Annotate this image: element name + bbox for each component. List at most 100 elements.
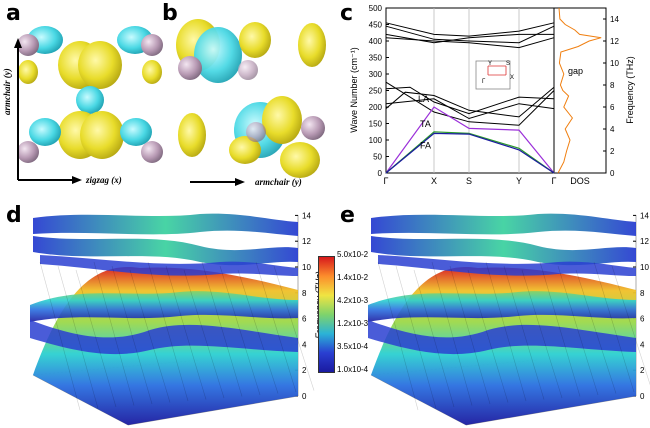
high-band-surface [371,236,636,266]
wireframe-line [557,265,599,396]
z-tick-label: 6 [302,315,307,324]
z-tick-label: 14 [640,211,649,220]
y-tick-label: 50 [373,153,382,162]
y-tick-label: 100 [369,136,383,145]
wireframe-line [449,265,491,405]
x-tick-label: Y [516,176,522,186]
optical-surface [30,320,298,355]
y-tick-label: 400 [369,37,383,46]
optical-branch [385,98,555,120]
wireframe-line [39,261,81,411]
acoustic-branch-ta [385,131,555,174]
optical-surface [368,291,636,322]
optical-branch [385,22,555,37]
high-band-surface [33,236,298,266]
panel-a-y-axis-label: armchair (y) [2,68,12,115]
panel-a-letter: a [6,1,21,26]
optical-branch [385,33,554,44]
optical-surface [30,291,298,322]
panel-a-x-axis-label: zigzag (x) [86,175,122,185]
optical-branch [385,86,555,115]
y-tick-label: 200 [369,103,383,112]
z-tick-label: 0 [302,392,307,401]
panel-b-letter: b [162,1,178,26]
branch-annotation: LA [418,94,429,104]
wireframe-line [395,265,437,409]
y-tick-label: 300 [369,70,383,79]
bz-label: Γ [482,79,486,85]
branch-annotation: TA [420,119,431,129]
optical-surface [368,320,636,355]
y2-tick-label: 0 [610,169,615,178]
y2-tick-label: 2 [610,147,615,156]
z-tick-label: 4 [640,340,645,349]
high-band-surface [371,213,636,236]
acoustic-surface [33,266,298,425]
colorbar-labels: 5.0x10-2 1.4x10-2 4.2x10-3 1.2x10-3 3.5x… [337,250,397,380]
wireframe-line [575,269,617,394]
y-tick-label: 450 [369,21,383,30]
y2-tick-label: 12 [610,37,619,46]
dos-label: DOS [570,176,590,186]
high-band-surface [33,213,298,236]
panel-e-letter: e [340,203,355,228]
wireframe-line [111,265,153,405]
wireframe-line [219,265,261,396]
x-tick-label: X [431,176,437,186]
axis-line [32,374,129,426]
plot-frame [385,7,555,174]
acoustic-surface [371,266,636,425]
wireframe-line [93,261,135,406]
x-tick-label: Γ [552,176,557,186]
optical-branch [385,25,555,44]
colorbar-label: 1.4x10-2 [337,273,369,282]
y-tick-label: 500 [369,4,383,13]
wireframe-line [165,265,207,400]
axis-line [32,359,201,376]
bz-label: Y [488,61,492,67]
wireframe-line [611,265,650,386]
z-tick-label: 8 [302,289,307,298]
x-tick-label: S [466,176,472,186]
bz-label: X [510,75,514,81]
colorbar-label: 1.2x10-3 [337,319,369,328]
branch-annotation: gap [568,66,583,76]
z-tick-label: 8 [640,289,645,298]
panel-b-x-axis-label: armchair (y) [255,177,302,187]
dos-curve [557,7,602,174]
acoustic-branch-la [385,106,555,174]
colorbar-label: 5.0x10-2 [337,250,369,259]
y2-tick-label: 10 [610,59,619,68]
y2-tick-label: 6 [610,103,615,112]
optical-branch [385,86,555,118]
axis-line [465,395,637,426]
wireframe-line [147,261,189,402]
bz-inset [475,60,511,90]
dos-frame [553,7,607,174]
bz-label: S [506,61,510,67]
high-band-surface [378,255,636,276]
wireframe-line [431,261,473,406]
panel-d-letter: d [6,203,22,228]
optical-branch [385,81,555,126]
wireframe-line [503,265,545,400]
z-tick-label: 10 [640,263,649,272]
y2-tick-label: 14 [610,15,619,24]
branch-annotation: FA [420,140,431,150]
z-tick-label: 10 [302,263,311,272]
y-tick-label: 150 [369,120,383,129]
acoustic-branch-fa [385,132,555,174]
wireframe-line [129,269,171,403]
z-tick-label: 4 [302,340,307,349]
z-tick-label: 0 [640,392,645,401]
axis-line [370,374,467,426]
high-band-surface [40,255,298,276]
panel-e-surface: 02468101214Frequency (THz) [368,211,650,426]
panel-d-surface: 02468101214Frequency (THz) [30,211,324,426]
y-tick-label: 350 [369,54,383,63]
wireframe-line [75,269,117,408]
axis-line [127,395,299,426]
panel-c-letter: c [340,1,354,26]
wireframe-line [485,261,527,402]
wireframe-line [237,269,279,394]
